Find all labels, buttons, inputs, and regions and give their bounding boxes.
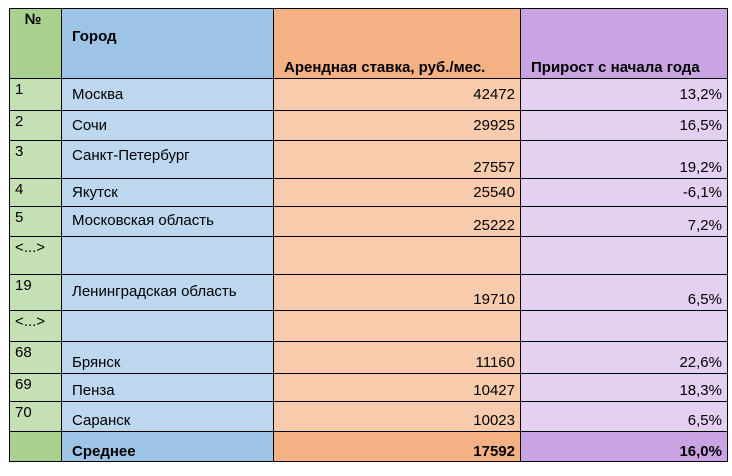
row-growth: 6,5% <box>520 274 728 311</box>
table-row: 69 Пенза 10427 18,3% <box>9 373 728 402</box>
row-city: Москва <box>61 78 274 111</box>
table-row: 2 Сочи 29925 16,5% <box>9 110 728 141</box>
table-row: 1 Москва 42472 13,2% <box>9 78 728 111</box>
row-num: 69 <box>9 373 62 402</box>
row-city: Саранск <box>61 401 274 432</box>
row-growth: 16,5% <box>520 110 728 141</box>
row-rent: 27557 <box>273 140 521 179</box>
table-row: 5 Московская область 25222 7,2% <box>9 206 728 237</box>
row-city: Санкт-Петербург <box>61 140 274 179</box>
table-row: 19 Ленинградская область 19710 6,5% <box>9 274 728 311</box>
row-growth <box>520 236 728 275</box>
row-growth: 18,3% <box>520 373 728 402</box>
row-num: 3 <box>9 140 62 179</box>
header-rent: Арендная ставка, руб./мес. <box>273 8 521 79</box>
row-num: 2 <box>9 110 62 141</box>
row-num: 1 <box>9 78 62 111</box>
row-num: 19 <box>9 274 62 311</box>
row-growth <box>520 310 728 342</box>
row-rent: 25222 <box>273 206 521 237</box>
row-city: Ленинградская область <box>61 274 274 311</box>
footer-city: Среднее <box>61 431 274 462</box>
row-growth: 6,5% <box>520 401 728 432</box>
table-row: 70 Саранск 10023 6,5% <box>9 401 728 432</box>
header-row: № Город Арендная ставка, руб./мес. Приро… <box>9 8 728 79</box>
rent-table: № Город Арендная ставка, руб./мес. Приро… <box>9 8 728 462</box>
row-city: Брянск <box>61 341 274 374</box>
row-growth: -6,1% <box>520 178 728 207</box>
row-city: Якутск <box>61 178 274 207</box>
row-num: <...> <box>9 310 62 342</box>
row-rent: 19710 <box>273 274 521 311</box>
row-growth: 13,2% <box>520 78 728 111</box>
table-row: 3 Санкт-Петербург 27557 19,2% <box>9 140 728 179</box>
footer-rent: 17592 <box>273 431 521 462</box>
footer-num <box>9 431 62 462</box>
row-growth: 19,2% <box>520 140 728 179</box>
average-row: Среднее 17592 16,0% <box>9 431 728 462</box>
header-num: № <box>9 8 62 79</box>
row-rent <box>273 236 521 275</box>
row-city <box>61 236 274 275</box>
footer-growth: 16,0% <box>520 431 728 462</box>
row-rent: 10023 <box>273 401 521 432</box>
row-city: Сочи <box>61 110 274 141</box>
row-rent: 29925 <box>273 110 521 141</box>
table-row: 4 Якутск 25540 -6,1% <box>9 178 728 207</box>
table-row: 68 Брянск 11160 22,6% <box>9 341 728 374</box>
row-growth: 7,2% <box>520 206 728 237</box>
row-rent: 42472 <box>273 78 521 111</box>
header-city: Город <box>61 8 274 79</box>
ellipsis-row: <...> <box>9 310 728 342</box>
row-growth: 22,6% <box>520 341 728 374</box>
row-num: 5 <box>9 206 62 237</box>
row-num: <...> <box>9 236 62 275</box>
row-num: 70 <box>9 401 62 432</box>
header-growth: Прирост с начала года <box>520 8 728 79</box>
row-rent <box>273 310 521 342</box>
row-num: 68 <box>9 341 62 374</box>
ellipsis-row: <...> <box>9 236 728 275</box>
row-rent: 25540 <box>273 178 521 207</box>
row-num: 4 <box>9 178 62 207</box>
row-city <box>61 310 274 342</box>
row-rent: 11160 <box>273 341 521 374</box>
row-rent: 10427 <box>273 373 521 402</box>
row-city: Московская область <box>61 206 274 237</box>
row-city: Пенза <box>61 373 274 402</box>
